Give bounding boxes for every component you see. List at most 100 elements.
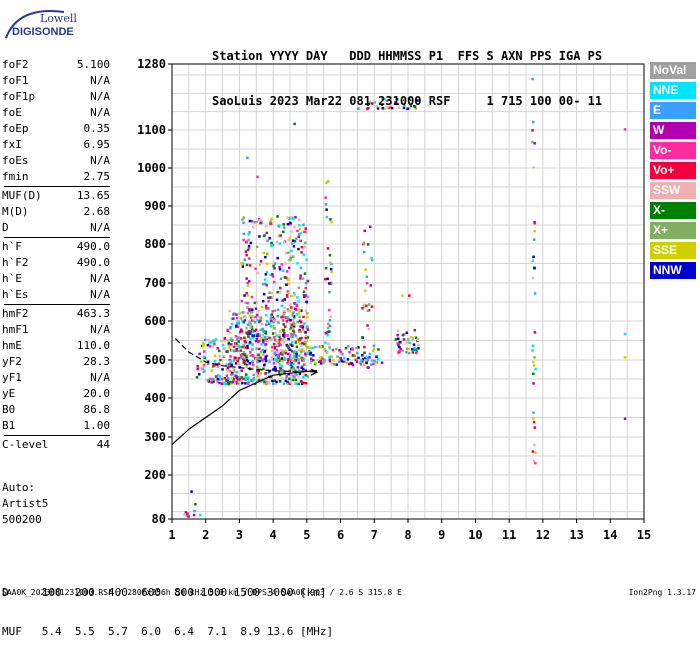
param-row: MUF(D) 13.65 — [2, 188, 110, 204]
data-point — [223, 355, 226, 358]
legend-item: SSE — [650, 242, 696, 259]
data-point — [235, 380, 239, 384]
data-point — [240, 354, 243, 357]
data-point — [299, 274, 302, 277]
data-point — [319, 359, 323, 363]
data-point — [293, 322, 296, 326]
data-point — [287, 359, 290, 362]
data-point — [228, 309, 231, 313]
param-value: 20.0 — [83, 387, 111, 400]
data-point — [346, 361, 349, 365]
data-point — [533, 267, 536, 270]
data-point — [278, 343, 281, 346]
data-point — [342, 359, 345, 363]
data-point — [361, 336, 364, 339]
data-point — [339, 350, 343, 354]
data-point — [248, 362, 251, 365]
data-point — [227, 342, 231, 345]
data-point — [206, 362, 210, 365]
data-point — [298, 308, 301, 312]
data-point — [235, 313, 238, 316]
data-point — [212, 377, 215, 380]
data-point — [299, 342, 302, 345]
data-point — [274, 367, 277, 371]
data-point — [283, 356, 286, 359]
data-point — [246, 306, 249, 309]
param-row: foF1 N/A — [2, 73, 110, 89]
data-point — [356, 351, 359, 355]
data-point — [292, 315, 296, 318]
data-point — [237, 320, 240, 323]
data-point — [233, 341, 237, 345]
data-point — [248, 308, 251, 311]
data-point — [256, 334, 259, 338]
data-point — [390, 106, 394, 110]
data-point — [196, 367, 199, 371]
data-point — [288, 221, 292, 225]
data-point — [363, 345, 366, 349]
data-point — [244, 346, 247, 349]
x-tick-label: 15 — [637, 528, 651, 542]
data-point — [216, 377, 220, 381]
data-point — [285, 294, 289, 297]
data-point — [246, 312, 250, 315]
data-point — [297, 361, 300, 365]
data-point — [366, 358, 369, 362]
data-point — [359, 363, 363, 366]
data-point — [227, 382, 231, 386]
data-point — [248, 257, 251, 260]
data-point — [292, 255, 295, 259]
data-point — [332, 363, 335, 366]
data-point — [206, 338, 210, 342]
data-point — [276, 344, 279, 347]
data-point — [324, 203, 328, 206]
param-label: MUF(D) — [2, 189, 42, 202]
param-row: foE N/A — [2, 105, 110, 121]
data-point — [225, 350, 228, 353]
data-point — [293, 316, 296, 320]
data-point — [254, 267, 257, 270]
data-point — [235, 321, 239, 325]
data-point — [373, 101, 377, 104]
data-point — [304, 342, 307, 345]
data-point — [210, 340, 214, 344]
data-point — [248, 332, 252, 335]
data-point — [250, 295, 254, 299]
data-point — [290, 367, 293, 370]
data-point — [292, 354, 296, 357]
data-point — [265, 271, 269, 274]
data-point — [363, 359, 367, 362]
data-point — [281, 351, 284, 354]
data-point — [623, 332, 627, 336]
data-point — [269, 222, 272, 226]
data-point — [326, 247, 330, 250]
data-point — [291, 378, 295, 382]
data-point — [533, 292, 537, 295]
data-point — [331, 348, 335, 352]
data-point — [363, 250, 366, 254]
data-point — [186, 512, 189, 515]
data-point — [534, 461, 537, 465]
data-point — [263, 380, 266, 383]
data-point — [413, 105, 417, 109]
data-point — [277, 341, 281, 344]
data-point — [269, 325, 272, 328]
data-point — [273, 351, 277, 355]
data-point — [233, 374, 236, 377]
logo-lowell: Lowell — [40, 12, 77, 25]
data-point — [203, 369, 206, 372]
data-point — [239, 375, 242, 379]
data-point — [339, 357, 342, 360]
data-point — [287, 266, 291, 270]
data-point — [266, 239, 269, 242]
param-row: hmE 110.0 — [2, 338, 110, 354]
data-point — [293, 294, 296, 297]
data-point — [225, 374, 229, 377]
param-value: N/A — [90, 154, 110, 167]
data-point — [270, 346, 274, 349]
data-point — [326, 331, 329, 334]
data-point — [532, 166, 535, 169]
data-point — [328, 358, 332, 362]
data-point — [370, 305, 374, 308]
data-point — [252, 381, 255, 384]
